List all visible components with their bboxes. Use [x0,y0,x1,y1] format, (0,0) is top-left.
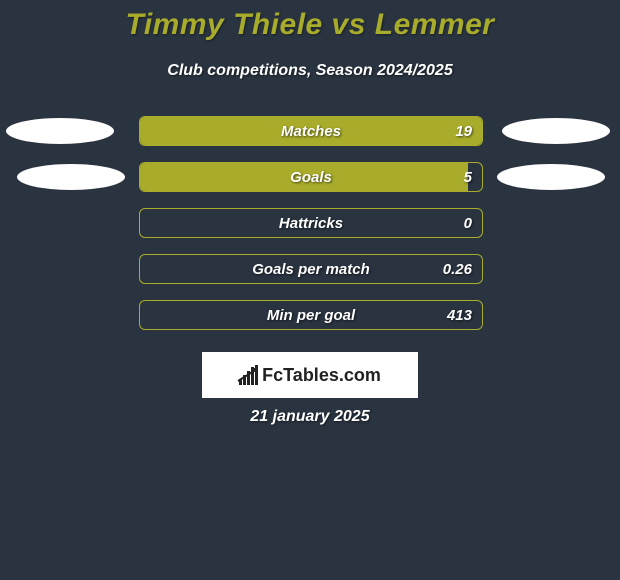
stat-row: Hattricks0 [0,208,620,238]
stats-chart: Matches19 Goals5 Hattricks0 Goals per match… [0,116,620,330]
stat-row: Goals5 [0,162,620,192]
stat-label: Matches [140,117,482,145]
stat-value: 0.26 [443,255,472,283]
stat-row: Min per goal413 [0,300,620,330]
player-left-ellipse [17,164,125,190]
stat-bar: Matches19 [139,116,483,146]
stat-value: 0 [464,209,472,237]
stat-value: 5 [464,163,472,191]
stat-label: Goals [140,163,482,191]
player-right-ellipse [502,118,610,144]
logo-bars-icon [239,365,258,385]
stat-bar: Goals per match0.26 [139,254,483,284]
logo-text: FcTables.com [262,365,381,386]
logo-arrow-icon [237,367,261,383]
stat-label: Hattricks [140,209,482,237]
stat-label: Min per goal [140,301,482,329]
date-text: 21 january 2025 [0,408,620,426]
stat-bar: Hattricks0 [139,208,483,238]
player-left-ellipse [6,118,114,144]
player-right-ellipse [497,164,605,190]
stat-bar: Min per goal413 [139,300,483,330]
stat-value: 19 [455,117,472,145]
stat-row: Matches19 [0,116,620,146]
stat-bar: Goals5 [139,162,483,192]
fctables-logo: FcTables.com [202,352,418,398]
comparison-infographic: Timmy Thiele vs Lemmer Club competitions… [0,0,620,580]
stat-label: Goals per match [140,255,482,283]
stat-value: 413 [447,301,472,329]
page-title: Timmy Thiele vs Lemmer [0,0,620,42]
subtitle: Club competitions, Season 2024/2025 [0,62,620,80]
stat-row: Goals per match0.26 [0,254,620,284]
